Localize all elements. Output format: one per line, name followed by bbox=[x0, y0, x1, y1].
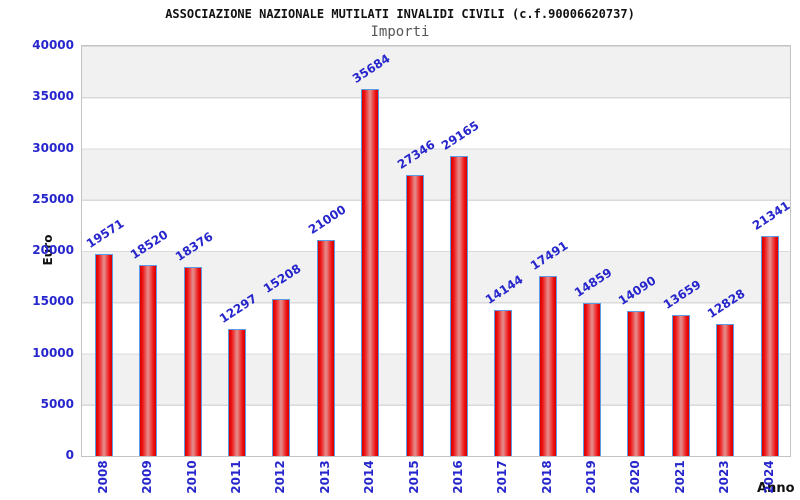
bar-2020 bbox=[627, 311, 646, 456]
bar-2012 bbox=[272, 299, 291, 456]
bar-value-label-2023: 12828 bbox=[705, 286, 748, 321]
bar-value-label-2010: 18376 bbox=[172, 229, 216, 264]
x-tick-label-2018: 2018 bbox=[539, 460, 554, 494]
x-tick-label-2020: 2020 bbox=[628, 460, 643, 494]
bar-value-label-2011: 12297 bbox=[217, 291, 260, 326]
bar-2011 bbox=[228, 329, 247, 456]
bar-2010 bbox=[183, 267, 202, 456]
bar-2018 bbox=[538, 276, 557, 456]
x-tick-label-2010: 2010 bbox=[184, 460, 199, 494]
y-tick-label-20000: 20000 bbox=[32, 243, 74, 257]
bar-value-label-2013: 21000 bbox=[305, 202, 349, 237]
y-tick-label-15000: 15000 bbox=[32, 294, 74, 309]
x-tick-label-2021: 2021 bbox=[672, 460, 687, 494]
x-tick-label-2008: 2008 bbox=[96, 460, 110, 494]
bar-2019 bbox=[583, 303, 602, 456]
x-tick-label-2015: 2015 bbox=[406, 460, 421, 494]
y-tick-label-5000: 5000 bbox=[40, 396, 74, 411]
bar-2013 bbox=[316, 240, 335, 456]
chart-title: ASSOCIAZIONE NAZIONALE MUTILATI INVALIDI… bbox=[165, 7, 635, 21]
x-tick-label-2024: 2024 bbox=[761, 460, 776, 494]
x-tick-label-2014: 2014 bbox=[362, 460, 377, 494]
x-tick-label-2023: 2023 bbox=[717, 460, 732, 494]
bar-2024 bbox=[760, 236, 779, 456]
bar-2008 bbox=[95, 254, 113, 456]
bar-2016 bbox=[449, 156, 468, 456]
y-tick-label-40000: 40000 bbox=[32, 38, 74, 52]
bar-value-label-2019: 14859 bbox=[571, 265, 615, 300]
bar-value-label-2012: 15208 bbox=[261, 261, 305, 296]
bar-value-label-2018: 17491 bbox=[527, 238, 571, 273]
bar-value-label-2016: 29165 bbox=[438, 118, 482, 153]
bar-value-label-2020: 14090 bbox=[616, 273, 659, 308]
x-tick-label-2011: 2011 bbox=[229, 460, 244, 494]
y-tick-label-10000: 10000 bbox=[32, 345, 74, 360]
bar-value-label-2009: 18520 bbox=[128, 227, 171, 262]
bar-value-label-2014: 35684 bbox=[350, 51, 393, 86]
chart-subtitle: Importi bbox=[370, 24, 430, 40]
bar-value-label-2015: 27346 bbox=[394, 137, 438, 172]
bar-value-label-2008: 19571 bbox=[83, 216, 127, 251]
y-tick-label-0: 0 bbox=[65, 448, 74, 462]
bar-value-label-2017: 14144 bbox=[483, 272, 526, 307]
y-tick-label-25000: 25000 bbox=[32, 191, 74, 206]
x-tick-label-2012: 2012 bbox=[273, 460, 288, 494]
y-tick-label-35000: 35000 bbox=[32, 89, 74, 104]
bar-2017 bbox=[494, 310, 513, 456]
x-tick-label-2019: 2019 bbox=[584, 460, 599, 494]
y-tick-label-30000: 30000 bbox=[32, 140, 74, 155]
x-tick-label-2009: 2009 bbox=[140, 460, 155, 494]
bar-2009 bbox=[139, 265, 158, 456]
x-tick-label-2013: 2013 bbox=[317, 460, 332, 494]
plot-area: 19571 18520 18376 12297 15208 21000 35684 27346… bbox=[81, 45, 793, 457]
bar-2023 bbox=[716, 324, 735, 456]
bar-2014 bbox=[361, 89, 380, 456]
x-tick-label-2016: 2016 bbox=[450, 460, 465, 494]
bar-2015 bbox=[405, 175, 424, 456]
bar-value-label-2024: 21341 bbox=[749, 198, 793, 233]
bar-value-label-2021: 13659 bbox=[660, 277, 704, 312]
x-tick-label-2017: 2017 bbox=[495, 460, 510, 494]
x-axis-label: Anno bbox=[757, 481, 795, 496]
bar-2021 bbox=[671, 315, 690, 456]
